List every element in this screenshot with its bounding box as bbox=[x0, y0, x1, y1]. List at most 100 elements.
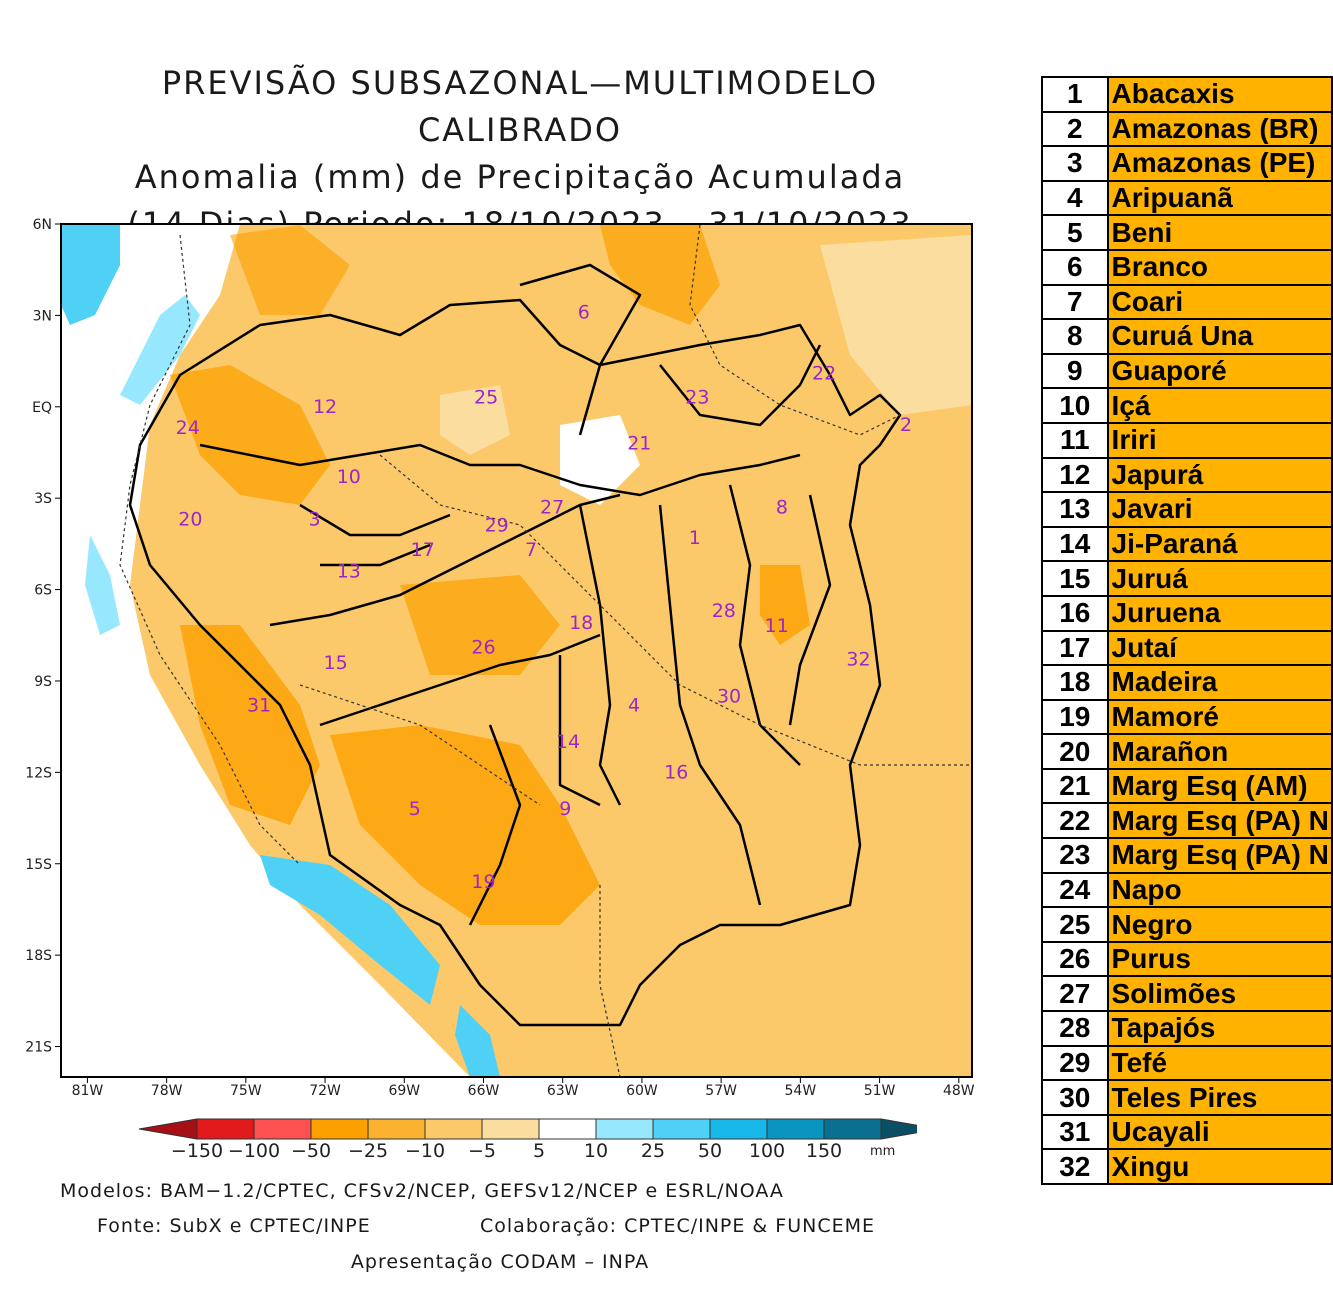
basin-label-8: 8 bbox=[776, 496, 788, 518]
anomaly-shading-positive bbox=[260, 855, 440, 1005]
basin-divide bbox=[659, 344, 822, 427]
basin-divide bbox=[728, 484, 801, 766]
lon-tick-label: 75W bbox=[230, 1083, 262, 1099]
footer-models: Modelos: BAM−1.2/CPTEC, CFSv2/NCEP, GEFS… bbox=[60, 1180, 784, 1202]
legend-basin-name: Napo bbox=[1106, 871, 1333, 909]
colorbar-label: 5 bbox=[533, 1140, 545, 1162]
legend-row: 11 Iriri bbox=[1041, 421, 1333, 459]
colorbar-swatch bbox=[367, 1118, 426, 1140]
legend-row: 12 Japurá bbox=[1041, 456, 1333, 494]
anomaly-shading-positive bbox=[61, 224, 120, 325]
basin-label-28: 28 bbox=[712, 600, 736, 622]
legend-row: 31 Ucayali bbox=[1041, 1113, 1333, 1151]
footer-presentation: Apresentação CODAM – INPA bbox=[350, 1251, 650, 1273]
basin-label-30: 30 bbox=[717, 685, 741, 707]
legend-row: 7 Coari bbox=[1041, 283, 1333, 321]
legend-row: 28 Tapajós bbox=[1041, 1010, 1333, 1047]
legend-row: 24 Napo bbox=[1041, 871, 1333, 909]
map-frame bbox=[60, 223, 973, 1078]
legend-number: 6 bbox=[1041, 248, 1109, 286]
legend-number: 1 bbox=[1041, 76, 1109, 113]
legend-row: 30 Teles Pires bbox=[1041, 1079, 1333, 1116]
legend-row: 3 Amazonas (PE) bbox=[1041, 145, 1333, 182]
basin-label-21: 21 bbox=[627, 432, 651, 454]
legend-number: 4 bbox=[1041, 179, 1109, 217]
lat-tick-label: 3S bbox=[34, 491, 52, 507]
legend-number: 30 bbox=[1041, 1079, 1109, 1116]
legend-number: 16 bbox=[1041, 594, 1109, 632]
legend-number: 15 bbox=[1041, 560, 1109, 597]
lon-tick-label: 78W bbox=[151, 1083, 183, 1099]
basin-label-17: 17 bbox=[411, 539, 435, 561]
legend-basin-name: Tefé bbox=[1106, 1044, 1333, 1082]
basin-label-32: 32 bbox=[846, 649, 870, 671]
colorbar-swatch bbox=[709, 1118, 768, 1140]
colorbar-label: −5 bbox=[468, 1140, 496, 1162]
legend-number: 32 bbox=[1041, 1148, 1109, 1185]
basin-divide bbox=[578, 504, 622, 806]
legend-row: 5 Beni bbox=[1041, 214, 1333, 251]
colorbar-label: 150 bbox=[806, 1140, 842, 1162]
legend-number: 28 bbox=[1041, 1010, 1109, 1047]
legend-number: 20 bbox=[1041, 733, 1109, 770]
colorbar-swatch bbox=[481, 1118, 540, 1140]
legend-basin-name: Juruá bbox=[1106, 560, 1333, 597]
legend-number: 3 bbox=[1041, 145, 1109, 182]
latitude-axis: 6N 3N EQ 3S 6S 9S 12S 15S 18S 21S bbox=[25, 217, 61, 1056]
lon-tick-label: 60W bbox=[626, 1083, 658, 1099]
legend-row: 20 Marañon bbox=[1041, 733, 1333, 770]
colorbar-swatch bbox=[310, 1118, 369, 1140]
colorbar-label: 50 bbox=[698, 1140, 722, 1162]
legend-basin-name: Marg Esq (PA) N bbox=[1106, 802, 1333, 840]
anomaly-shading-negative bbox=[180, 625, 320, 825]
basin-label-16: 16 bbox=[664, 761, 688, 783]
legend-basin-name: Amazonas (PE) bbox=[1106, 145, 1333, 182]
legend-basin-name: Purus bbox=[1106, 940, 1333, 978]
basin-label-7: 7 bbox=[525, 539, 537, 561]
basin-label-1: 1 bbox=[689, 527, 701, 549]
colorbar-min-arrow bbox=[138, 1118, 198, 1140]
anomaly-shading-negative bbox=[330, 725, 600, 925]
legend-row: 22 Marg Esq (PA) N bbox=[1041, 802, 1333, 840]
anomaly-shading-positive bbox=[85, 535, 120, 635]
colorbar-swatch bbox=[538, 1118, 597, 1140]
basin-label-4: 4 bbox=[628, 694, 640, 716]
legend-number: 24 bbox=[1041, 871, 1109, 909]
colorbar-label: 100 bbox=[749, 1140, 785, 1162]
anomaly-shading-negative bbox=[400, 575, 560, 675]
main-stem-divide bbox=[199, 443, 801, 497]
basin-label-29: 29 bbox=[485, 515, 509, 537]
title-line-1: PREVISÃO SUBSAZONAL—MULTIMODELO CALIBRAD… bbox=[161, 64, 879, 149]
legend-row: 17 Jutaí bbox=[1041, 629, 1333, 667]
basin-divide bbox=[658, 504, 762, 906]
legend-number: 17 bbox=[1041, 629, 1109, 667]
lat-tick-label: 9S bbox=[34, 674, 52, 690]
legend-basin-name: Solimões bbox=[1106, 975, 1333, 1013]
legend-row: 15 Juruá bbox=[1041, 560, 1333, 597]
legend-row: 4 Aripuanã bbox=[1041, 179, 1333, 217]
anomaly-shading-pale bbox=[820, 235, 972, 415]
legend-row: 26 Purus bbox=[1041, 940, 1333, 978]
anomaly-field bbox=[61, 224, 972, 1077]
legend-number: 25 bbox=[1041, 906, 1109, 943]
legend-basin-name: Mamoré bbox=[1106, 698, 1333, 736]
colorbar-unit: mm bbox=[870, 1144, 895, 1159]
colorbar-swatch bbox=[424, 1118, 483, 1140]
anomaly-shading-negative bbox=[170, 365, 330, 505]
lat-tick-label: 15S bbox=[25, 857, 52, 873]
basin-label-22: 22 bbox=[812, 362, 836, 384]
basin-label-10: 10 bbox=[337, 466, 361, 488]
anomaly-shading-neutral bbox=[61, 224, 470, 1077]
basin-divide bbox=[788, 494, 832, 726]
colorbar-swatches bbox=[138, 1118, 917, 1140]
legend-basin-name: Teles Pires bbox=[1106, 1079, 1333, 1116]
basin-label-26: 26 bbox=[471, 637, 495, 659]
anomaly-shading-negative bbox=[600, 225, 720, 325]
colorbar-label: −50 bbox=[291, 1140, 331, 1162]
anomaly-shading-negative bbox=[760, 565, 810, 645]
legend-basin-name: Ucayali bbox=[1106, 1113, 1333, 1151]
legend-row: 27 Solimões bbox=[1041, 975, 1333, 1013]
colorbar-max-arrow bbox=[880, 1118, 917, 1140]
basin-divide bbox=[468, 724, 522, 926]
legend-basin-name: Içá bbox=[1106, 387, 1333, 424]
